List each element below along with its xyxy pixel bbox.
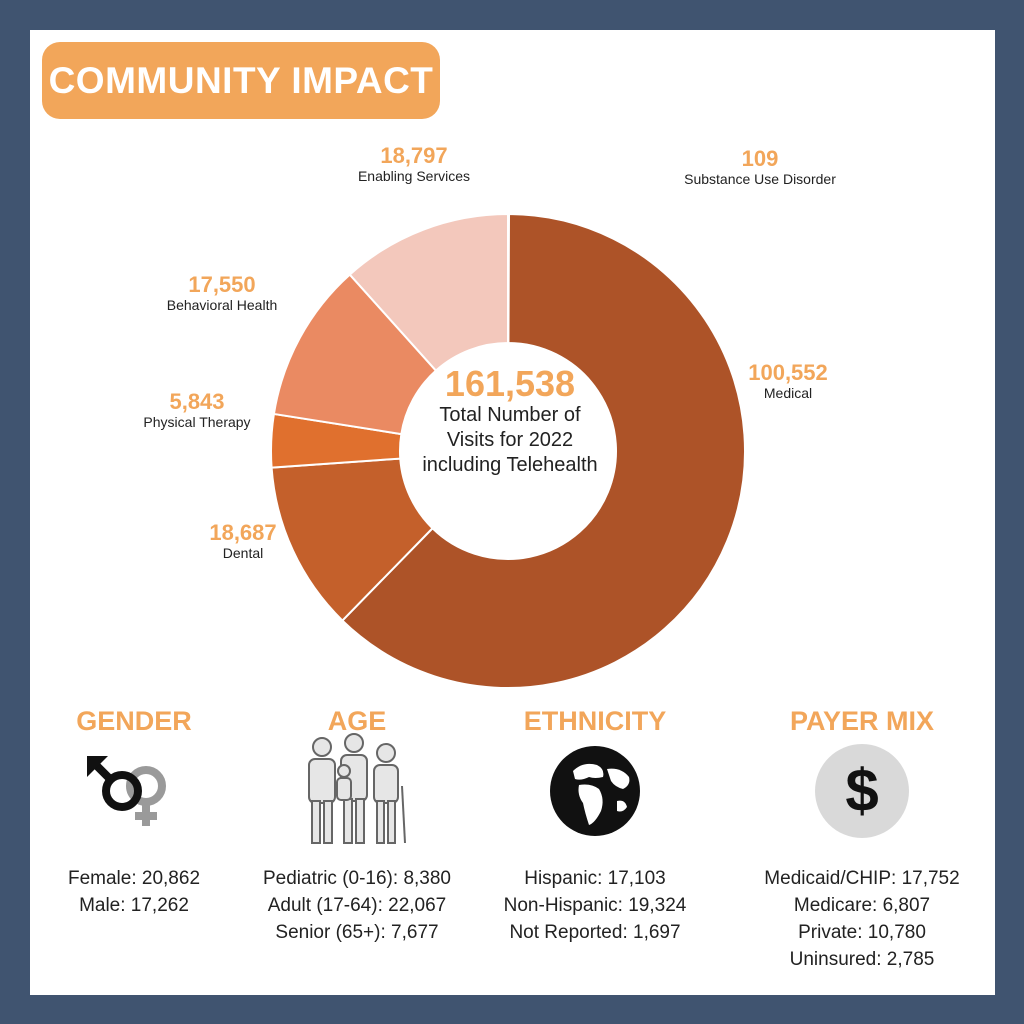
ethnicity-not-reported-line: Not Reported: 1,697 — [509, 922, 681, 943]
data-label-value: 18,687 — [209, 520, 277, 545]
ethnicity-section: ETHNICITY Hispanic: 17,103 Non-Hispanic:… — [475, 705, 715, 946]
slice-label-physical-therapy: 5,843 Physical Therapy — [87, 390, 307, 431]
data-label-category: Enabling Services — [357, 168, 471, 184]
donut-chart — [270, 212, 746, 689]
data-label-category: Substance Use Disorder — [684, 171, 836, 187]
ethnicity-hispanic-line: Hispanic: 17,103 — [524, 868, 666, 889]
age-adult-line: Adult (17-64): 22,067 — [267, 895, 447, 916]
family-group-icon — [237, 733, 477, 844]
ethnicity-heading: ETHNICITY — [523, 706, 667, 736]
slice-label-enabling-services: 18,797 Enabling Services — [304, 144, 524, 185]
data-label-category: Behavioral Health — [166, 297, 278, 313]
data-label-value: 5,843 — [169, 389, 225, 414]
age-section: AGE — [237, 705, 477, 946]
ethnicity-non-hispanic-line: Non-Hispanic: 19,324 — [503, 895, 687, 916]
gender-heading: GENDER — [76, 706, 192, 736]
payer-medicaid-line: Medicaid/CHIP: 17,752 — [764, 868, 960, 889]
data-label-value: 18,797 — [380, 143, 448, 168]
data-label-value: 100,552 — [748, 360, 828, 385]
gender-male-line: Male: 17,262 — [79, 895, 189, 916]
total-visits-value: 161,538 — [444, 363, 576, 404]
page-title: COMMUNITY IMPACT — [48, 59, 434, 101]
payer-mix-section: PAYER MIX $ Medicaid/CHIP: 17,752 Medica… — [742, 705, 982, 973]
payer-private-line: Private: 10,780 — [798, 922, 926, 943]
payer-mix-heading: PAYER MIX — [789, 706, 935, 736]
data-label-value: 17,550 — [188, 272, 256, 297]
slice-label-dental: 18,687 Dental — [133, 521, 353, 562]
slice-label-medical: 100,552 Medical — [678, 361, 898, 402]
age-pediatric-line: Pediatric (0-16): 8,380 — [263, 868, 451, 889]
donut-center-total: 161,538 Total Number of Visits for 2022 … — [400, 365, 620, 478]
gender-section: GENDER Female: 20,862 Male: 17,262 — [14, 705, 254, 919]
infographic-panel: COMMUNITY IMPACT 109 Substance Use Disor… — [30, 30, 995, 995]
globe-icon — [475, 741, 715, 841]
title-banner: COMMUNITY IMPACT — [42, 42, 440, 119]
dollar-sign-icon: $ — [742, 741, 982, 841]
data-label-category: Medical — [763, 385, 813, 401]
age-senior-line: Senior (65+): 7,677 — [275, 922, 439, 943]
donut-slice-enabling-services — [348, 212, 509, 373]
slice-label-behavioral-health: 17,550 Behavioral Health — [112, 273, 332, 314]
total-caption-line: including Telehealth — [422, 454, 598, 476]
payer-uninsured-line: Uninsured: 2,785 — [789, 949, 935, 970]
slice-label-substance-use: 109 Substance Use Disorder — [650, 147, 870, 188]
total-caption-line: Visits for 2022 — [446, 429, 574, 451]
data-label-value: 109 — [741, 146, 779, 171]
total-caption-line: Total Number of — [439, 404, 581, 426]
donut-slice-medical — [340, 212, 746, 689]
payer-medicare-line: Medicare: 6,807 — [793, 895, 931, 916]
gender-symbols-icon — [14, 741, 254, 841]
age-heading: AGE — [327, 706, 387, 736]
svg-text:$: $ — [845, 757, 878, 824]
gender-female-line: Female: 20,862 — [67, 868, 201, 889]
data-label-category: Physical Therapy — [143, 414, 251, 430]
data-label-category: Dental — [222, 545, 264, 561]
